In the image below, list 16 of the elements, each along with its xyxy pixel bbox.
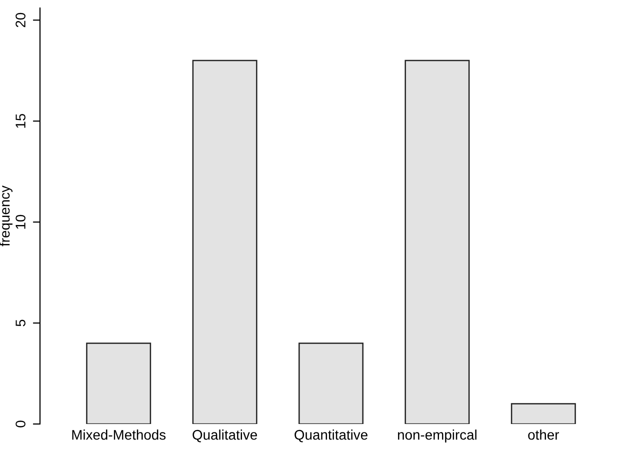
y-tick-label: 10 xyxy=(16,214,26,229)
y-tick-label: 15 xyxy=(16,114,26,128)
bar xyxy=(86,342,152,424)
x-tick-label: non-empircal xyxy=(398,430,476,443)
y-tick-label: 20 xyxy=(16,12,26,28)
x-tick-label: Qualitative xyxy=(192,430,257,442)
bar xyxy=(404,60,470,424)
y-tick-label: 5 xyxy=(16,320,26,326)
x-tick-label: Quantitative xyxy=(294,430,368,442)
bar xyxy=(192,60,258,424)
bar xyxy=(298,342,364,424)
x-tick-label: other xyxy=(528,430,560,440)
x-tick-label: Mixed-Methods xyxy=(72,430,166,440)
bar xyxy=(510,403,576,424)
y-tick-label: 0 xyxy=(16,420,26,428)
y-axis-title: frequency xyxy=(0,186,12,246)
